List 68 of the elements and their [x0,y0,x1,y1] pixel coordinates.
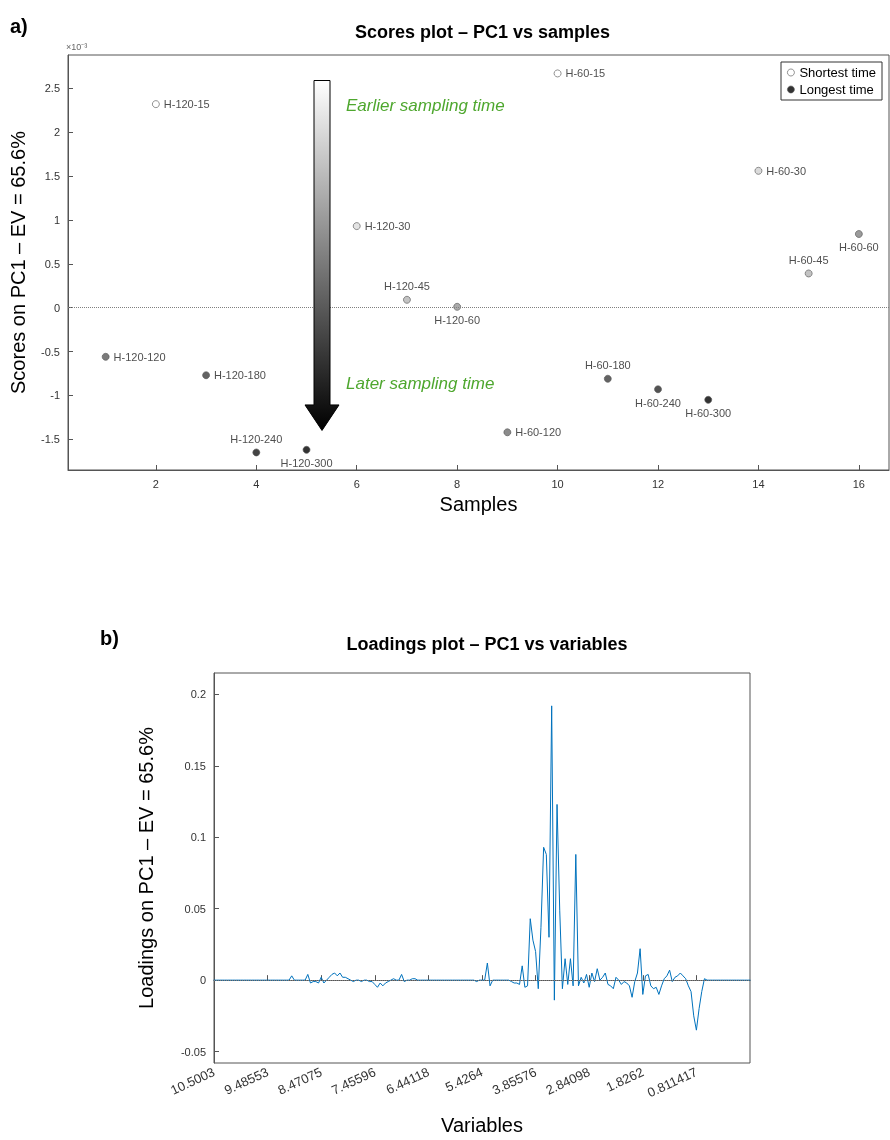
y-tick-label: 2.5 [44,82,60,95]
point [804,269,813,278]
data-label: H-120-45 [384,280,430,293]
point [854,230,863,238]
data-label: H-120-15 [163,98,210,111]
x-tick-label: 12 [651,477,665,490]
y-axis-title: Scores on PC1 – EV = 65.6% [7,130,29,394]
y-tick-label: 1.5 [44,170,60,183]
legend-label: Shortest time [799,65,877,80]
point [704,395,713,404]
data-label: H-60-180 [584,359,631,372]
annotation: Later sampling time [346,374,495,393]
y-tick-label: 0.15 [184,759,206,772]
x-tick-label: 16 [852,477,865,490]
x-tick-label: 6 [353,477,360,490]
data-label: H-120-180 [213,369,266,382]
y-tick-label: 2 [53,126,60,139]
point [202,371,210,380]
data-label: H-60-15 [565,67,606,80]
x-tick-label: 10 [551,477,564,490]
point [754,166,763,175]
point [151,100,160,109]
x-axis-title: Samples [439,492,518,515]
legend-label: Longest time [799,82,874,97]
annotation: Earlier sampling time [346,96,505,115]
point [503,428,512,437]
y-tick-label: 1 [53,213,60,226]
x-axis-title: Variables [441,1114,523,1136]
point [302,445,311,454]
text: b) [100,627,119,649]
point [101,352,110,361]
point [252,448,261,457]
x-tick-label: 2 [152,477,159,490]
point [603,374,612,383]
text: ×10⁻³ [66,41,88,52]
point [403,295,411,304]
y-tick-label: 0.2 [190,688,206,701]
data-label: H-60-300 [685,407,732,420]
x-tick-label: 4 [253,477,260,490]
y-tick-label: 0.5 [44,257,60,270]
point [553,69,562,78]
y-tick-label: -1 [50,389,60,402]
y-tick-label: -0.05 [180,1045,206,1058]
data-label: H-120-120 [113,350,166,363]
data-label: H-60-120 [515,426,562,439]
chart-title: Scores plot – PC1 vs samples [354,22,611,42]
y-tick-label: 0 [53,301,60,314]
data-label: H-60-60 [839,241,879,254]
data-label: H-60-240 [635,396,681,409]
y-tick-label: -0.5 [41,345,60,358]
y-tick-label: -1.5 [41,433,60,446]
data-label: H-120-240 [230,433,283,446]
data-label: H-60-45 [788,254,829,267]
y-tick-label: 0.1 [190,831,206,844]
point [352,222,361,230]
line-series [213,705,751,1031]
point [654,385,662,394]
data-label: H-120-300 [280,457,333,470]
data-label: H-120-60 [434,314,481,327]
y-tick-label: 0 [199,974,206,987]
data-label: H-60-30 [766,164,807,177]
x-tick-label: 14 [752,477,765,490]
x-tick-label: 8 [454,477,461,490]
text: a) [10,15,28,37]
chart-title: Loadings plot – PC1 vs variables [346,634,628,654]
y-axis-title: Loadings on PC1 – EV = 65.6% [135,726,157,1009]
data-label: H-120-30 [364,220,411,233]
y-tick-label: 0.05 [184,902,206,915]
